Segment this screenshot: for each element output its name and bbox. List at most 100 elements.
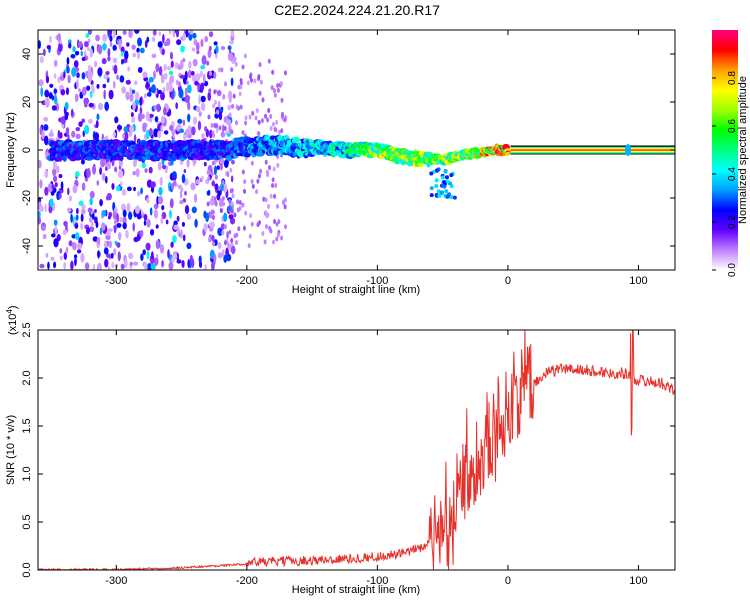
colorbar-tick-label: 0.6 (727, 119, 738, 133)
spectrogram-cell (53, 96, 58, 105)
spectrogram-cell (142, 249, 146, 256)
spectrogram-cell (195, 107, 201, 113)
colorbar-label: Normalized spectral amplitude (737, 76, 749, 224)
spectrogram-cell (211, 160, 215, 166)
spectrogram-cell (96, 113, 100, 121)
spectrogram-cell (217, 242, 222, 250)
spectrogram-cell (218, 198, 224, 208)
spectrogram-cell (71, 130, 76, 138)
spectrogram-cell (108, 89, 114, 100)
spectrogram-cell (114, 116, 119, 124)
spectrogram-cell (51, 233, 56, 238)
spectrogram-cell (70, 213, 73, 223)
spectrogram-cell (274, 183, 278, 189)
spectrogram-cell (81, 182, 86, 191)
spectrogram-cell (76, 249, 82, 254)
spectrogram-cell (260, 118, 264, 124)
y-tick-label: 0.5 (21, 514, 33, 529)
spectrogram-cell (196, 50, 200, 55)
spectrogram-cell (233, 56, 237, 62)
spectrogram-cell (444, 175, 449, 180)
spectrogram-cell (87, 47, 90, 52)
spectrogram-cell (258, 62, 262, 68)
spectrogram-cell (160, 115, 165, 125)
spectrogram-cell (280, 97, 284, 103)
spectrogram-cell (184, 87, 188, 96)
spectrogram-cell (100, 222, 106, 231)
spectrogram-cell (208, 222, 214, 228)
spectrogram-cell (83, 97, 89, 106)
spectrogram-cell (54, 225, 58, 234)
spectrogram-cell (234, 61, 238, 67)
spectrogram-cell (97, 250, 100, 259)
spectrogram-cell (139, 229, 144, 237)
spectrogram-cell (201, 55, 207, 66)
spectrogram-cell (207, 189, 211, 196)
spectrogram-cell (429, 186, 434, 191)
spectrogram-cell (246, 80, 250, 86)
spectrogram-cell (75, 133, 81, 140)
spectrogram-cell (185, 204, 189, 214)
spectrogram-cell (78, 41, 83, 48)
spectrogram-cell (72, 46, 76, 53)
spectrogram-cell (440, 175, 445, 180)
spectrogram-cell (172, 128, 175, 139)
spectrogram-cell (212, 241, 216, 247)
spectrogram-cell (74, 222, 79, 229)
spectrogram-cell (117, 169, 124, 179)
spectrogram-cell (59, 255, 63, 261)
spectrogram-cell (169, 51, 174, 60)
spectrogram-cell (190, 258, 195, 268)
spectrogram-cell (154, 256, 159, 265)
spectrogram-cell (213, 253, 217, 263)
spectrogram-cell (144, 93, 147, 99)
spectrogram-cell (73, 254, 78, 259)
spectrogram-cell (231, 103, 235, 109)
spectrogram-cell (122, 30, 127, 35)
spectrogram-cell (182, 119, 186, 126)
spectrogram-cell (134, 91, 140, 101)
spectrogram-cell (39, 263, 45, 269)
spectrogram-cell (157, 130, 162, 139)
spectrogram-cell (101, 172, 106, 181)
spectrogram-cell (179, 199, 184, 205)
spectrogram-cell (168, 70, 174, 76)
spectrogram-cell (137, 191, 141, 197)
x-tick-label: 0 (505, 575, 511, 587)
spectrogram-cell (261, 231, 265, 237)
spectrogram-cell (103, 89, 106, 100)
spectrogram-cell (160, 92, 165, 101)
spectrogram-cell (84, 41, 89, 48)
spectrogram-cell (272, 239, 276, 245)
spectrogram-cell (259, 168, 263, 174)
spectrogram-cells (38, 30, 675, 270)
spectrogram-cell (243, 53, 247, 59)
spectrogram-cell (57, 33, 62, 43)
spectrogram-cell (57, 76, 61, 84)
spectrogram-band (510, 147, 675, 150)
spectrogram-cell (243, 188, 247, 194)
spectrogram-cell (264, 159, 268, 165)
spectrogram-cell (139, 96, 143, 107)
spectrogram-cell (445, 179, 450, 184)
spectrogram-cell (133, 134, 137, 143)
spectrogram-cell (87, 118, 93, 124)
spectrogram-cell (53, 219, 58, 226)
spectrogram-cell (53, 88, 58, 95)
spectrogram-cell (262, 196, 266, 202)
spectrogram-cell (271, 177, 275, 183)
spectrogram-cell (85, 226, 90, 235)
spectrogram-cell (267, 203, 271, 209)
spectrogram-cell (248, 233, 252, 239)
spectrogram-cell (167, 249, 170, 259)
spectrogram-cell (271, 121, 275, 127)
spectrogram-band (510, 145, 675, 147)
spectrogram-cell (84, 125, 90, 135)
snr-axes: -300 -200 -100 0 100 0.0 0.5 1.0 1.5 2.0 2.5 (21, 322, 675, 587)
spectrogram-cell (80, 222, 84, 231)
spectrogram-cell (183, 169, 187, 174)
spectrogram-cell (168, 261, 174, 270)
spectrogram-cell (134, 30, 140, 34)
spectrogram-cell (137, 112, 143, 122)
spectrogram-band (510, 150, 675, 153)
